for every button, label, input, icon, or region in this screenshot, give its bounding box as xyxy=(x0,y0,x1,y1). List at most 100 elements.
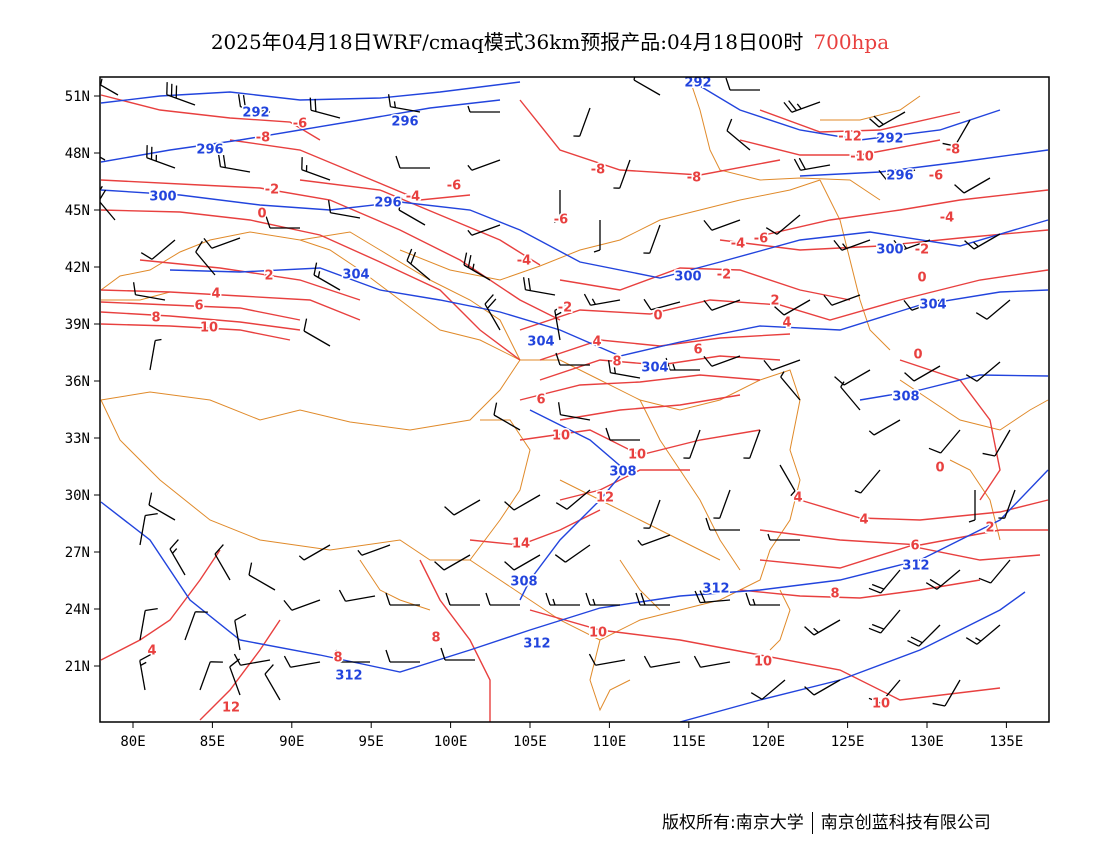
wind-barb xyxy=(303,318,331,347)
wind-barb xyxy=(184,611,208,641)
geopotential-contour xyxy=(799,149,1049,177)
geopotential-contour xyxy=(859,374,1049,401)
wind-barb xyxy=(683,429,701,459)
temperature-contour xyxy=(899,359,1001,501)
wind-barb xyxy=(327,200,361,219)
temperature-contour xyxy=(419,559,491,722)
temperature-contour xyxy=(469,509,601,546)
lat-label: 27N xyxy=(65,545,90,561)
wind-barb xyxy=(585,592,620,606)
temperature-label: -4 xyxy=(940,211,954,226)
wind-barb xyxy=(779,464,796,497)
wind-barb xyxy=(726,118,751,151)
lon-label: 110E xyxy=(593,734,627,750)
temperature-label: 10 xyxy=(628,448,646,463)
border-line xyxy=(769,589,791,651)
geopotential-label: 292 xyxy=(876,132,903,147)
lon-label: 130E xyxy=(910,734,944,750)
border-line xyxy=(520,359,801,712)
temperature-layer xyxy=(100,94,1049,722)
temperature-label: 8 xyxy=(431,631,440,646)
temperature-label: 2 xyxy=(985,521,994,536)
temperature-contour xyxy=(529,609,1001,701)
wind-barb xyxy=(444,499,481,516)
wind-barb xyxy=(833,239,871,251)
wind-barb xyxy=(554,303,567,341)
wind-barb xyxy=(545,592,580,606)
temperature-label: -8 xyxy=(687,171,701,186)
lon-label: 105E xyxy=(513,734,547,750)
wind-barb xyxy=(868,419,901,436)
geopotential-layer xyxy=(100,79,1049,722)
wind-barb xyxy=(703,299,741,311)
border-line xyxy=(639,399,741,571)
temperature-label: 2 xyxy=(892,390,901,405)
wind-barb xyxy=(357,544,391,556)
wind-barb xyxy=(132,282,166,301)
wind-barb xyxy=(467,105,500,113)
wind-barb xyxy=(445,592,480,606)
wind-barb xyxy=(975,299,1011,320)
wind-barb xyxy=(965,624,1001,645)
temperature-label: 14 xyxy=(512,537,530,552)
temperature-label: -6 xyxy=(929,169,943,184)
wind-barb xyxy=(265,215,300,229)
border-line xyxy=(820,95,921,121)
border-line xyxy=(689,79,881,201)
wind-barb xyxy=(904,365,941,382)
temperature-contour xyxy=(759,189,1049,237)
temperature-label: -4 xyxy=(406,190,420,205)
temperature-label: 12 xyxy=(222,701,240,716)
temperature-label: 0 xyxy=(913,348,922,363)
temperature-label: 4 xyxy=(782,316,791,331)
temperature-label: 8 xyxy=(612,355,621,370)
wind-barb xyxy=(229,658,241,696)
plot-area: -8-6-6-4-20246810-4-202468610101214-8-6-… xyxy=(100,77,1049,722)
wind-barb xyxy=(804,679,841,696)
lon-label: 115E xyxy=(672,734,706,750)
geopotential-contour xyxy=(100,99,501,163)
temperature-label: -8 xyxy=(256,131,270,146)
border-line xyxy=(101,291,171,301)
temperature-contour xyxy=(759,109,961,133)
lat-label: 36N xyxy=(65,374,90,390)
lon-label: 85E xyxy=(200,734,225,750)
wind-barb xyxy=(398,197,426,226)
wind-barb xyxy=(573,107,591,137)
wind-barb xyxy=(555,489,591,510)
temperature-contour xyxy=(100,179,561,321)
wind-barb xyxy=(166,82,196,106)
wind-barb xyxy=(868,569,901,594)
temperature-label: 10 xyxy=(200,321,218,336)
wind-barb xyxy=(964,233,1001,250)
wind-barb xyxy=(149,338,162,371)
geopotential-contour xyxy=(519,409,626,601)
wind-barb xyxy=(301,157,331,181)
company-text: 南京创蓝科技有限公司 xyxy=(820,813,991,833)
geopotential-label: 308 xyxy=(609,465,636,480)
wind-barb xyxy=(387,94,421,113)
wind-barb xyxy=(804,619,841,636)
geopotential-label: 296 xyxy=(374,196,401,211)
temperature-label: 4 xyxy=(793,491,802,506)
wind-barb xyxy=(233,653,271,666)
wind-barb xyxy=(264,664,281,701)
temperature-label: -6 xyxy=(447,179,461,194)
temperature-label: 0 xyxy=(257,207,266,222)
temperature-contour xyxy=(100,301,301,321)
wind-barb xyxy=(555,352,590,366)
wind-barb xyxy=(745,592,780,606)
temperature-contour xyxy=(100,289,361,321)
lat-label: 33N xyxy=(65,431,90,447)
temperature-label: 4 xyxy=(859,513,868,528)
geopotential-label: 304 xyxy=(919,298,946,313)
wind-barb xyxy=(385,592,420,606)
axis-layer: 80E 85E 90E 95E 100E 105E 110E 115E 120E 125E 130E… xyxy=(65,89,1024,750)
temperature-label: 4 xyxy=(147,644,156,659)
temperature-contour xyxy=(539,355,781,381)
wind-barb xyxy=(774,299,811,316)
pressure-level: 700hpa xyxy=(813,30,890,54)
wind-barb xyxy=(217,154,251,173)
wind-barb xyxy=(605,427,640,441)
